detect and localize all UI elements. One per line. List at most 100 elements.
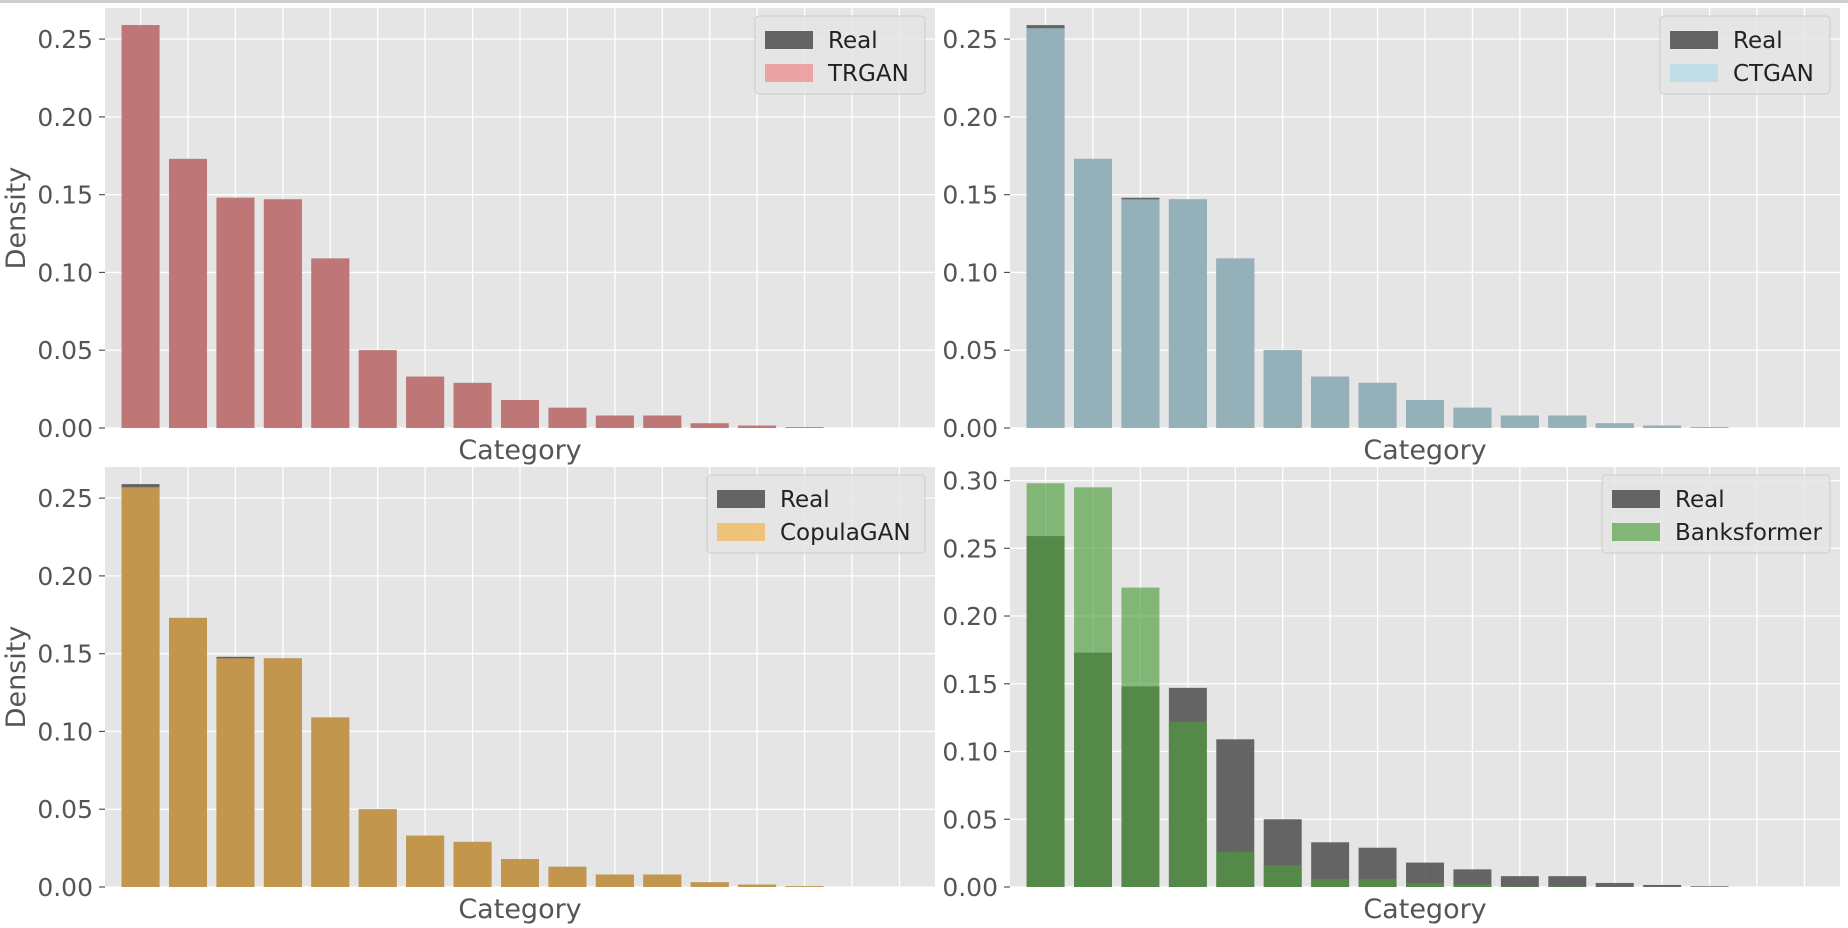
x-axis-label: Category [458, 894, 581, 924]
y-tick-label: 0.10 [942, 738, 998, 767]
y-tick-label: 0.00 [942, 414, 998, 443]
y-tick-label: 0.00 [942, 873, 998, 902]
y-tick-label: 0.20 [37, 562, 93, 591]
panel-4: 0.00 0.05 0.10 0.15 0.20 0.25 0.30 Category Real… [942, 467, 1840, 925]
bar-real-13 [1595, 882, 1634, 887]
bar-real-14 [1643, 884, 1682, 887]
bar-real-11 [1500, 876, 1539, 887]
legend-swatch-trgan [765, 64, 813, 82]
bar-ctgan-12 [1548, 415, 1587, 428]
bar-banksformer-11 [1500, 886, 1539, 887]
bar-ctgan-4 [1168, 199, 1207, 428]
bar-trgan-7 [406, 376, 445, 428]
bar-ctgan-1 [1026, 28, 1065, 428]
bar-real-10 [1453, 869, 1492, 887]
bar-copulagan-11 [595, 874, 634, 887]
bar-banksformer-2 [1074, 487, 1112, 887]
bar-ctgan-7 [1311, 376, 1350, 428]
top-border [0, 0, 1848, 3]
bar-ctgan-2 [1074, 158, 1112, 428]
bar-banksformer-5 [1216, 851, 1255, 887]
legend-label-copulagan: CopulaGAN [780, 520, 911, 546]
legend-label-real: Real [828, 28, 878, 54]
bar-banksformer-1 [1026, 483, 1065, 887]
bar-banksformer-12 [1548, 886, 1587, 887]
bar-copulagan-1 [121, 487, 160, 887]
bar-ctgan-6 [1263, 350, 1302, 428]
bar-ctgan-8 [1358, 382, 1397, 428]
bar-trgan-14 [738, 425, 777, 428]
legend-label-real: Real [1675, 487, 1725, 513]
bar-trgan-15 [785, 427, 824, 428]
x-axis-label: Category [1363, 435, 1486, 466]
bar-ctgan-11 [1500, 415, 1539, 428]
bar-trgan-3 [216, 197, 255, 428]
y-tick-label: 0.20 [942, 602, 998, 631]
bar-banksformer-8 [1358, 878, 1397, 887]
bar-trgan-1 [121, 25, 160, 428]
bar-copulagan-9 [501, 859, 539, 887]
bar-ctgan-13 [1595, 423, 1634, 428]
y-tick-label: 0.20 [37, 103, 93, 132]
x-axis-label: Category [1363, 894, 1486, 924]
legend-swatch-real [1612, 490, 1660, 508]
bar-real-12 [1548, 876, 1587, 887]
bar-trgan-12 [643, 415, 682, 428]
legend-label-banksformer: Banksformer [1675, 520, 1823, 546]
bar-trgan-11 [595, 415, 634, 428]
x-axis-label: Category [458, 435, 581, 466]
bar-copulagan-8 [453, 841, 492, 887]
bar-trgan-9 [501, 400, 539, 428]
legend-label-real: Real [1733, 28, 1783, 54]
bar-copulagan-4 [263, 658, 302, 887]
panel-2: 0.00 0.05 0.10 0.15 0.20 0.25 Category Real CTGA… [942, 8, 1840, 466]
bar-copulagan-15 [785, 886, 824, 887]
bar-ctgan-9 [1406, 400, 1444, 428]
y-tick-label: 0.00 [37, 873, 93, 902]
bar-trgan-13 [690, 423, 729, 428]
bar-trgan-5 [311, 258, 350, 428]
y-tick-label: 0.15 [942, 670, 998, 699]
panel-3: 0.00 0.05 0.10 0.15 0.20 0.25 Category Density R… [1, 467, 935, 925]
bar-copulagan-2 [169, 617, 207, 887]
legend-label-ctgan: CTGAN [1733, 61, 1814, 87]
bar-banksformer-3 [1121, 587, 1160, 887]
y-tick-label: 0.05 [37, 336, 93, 365]
bar-ctgan-5 [1216, 258, 1255, 428]
bar-real-15 [1690, 886, 1729, 887]
bar-banksformer-7 [1311, 878, 1350, 887]
legend-label-real: Real [780, 487, 830, 513]
bar-copulagan-5 [311, 717, 350, 887]
bar-trgan-8 [453, 382, 492, 428]
y-tick-label: 0.25 [942, 25, 998, 54]
y-axis-label: Density [1, 167, 32, 270]
bar-trgan-4 [263, 199, 302, 428]
panel-1: 0.00 0.05 0.10 0.15 0.20 0.25 Category Density R… [1, 8, 935, 466]
legend-label-trgan: TRGAN [827, 61, 909, 87]
bar-copulagan-10 [548, 866, 587, 887]
legend-swatch-real [765, 31, 813, 49]
bar-banksformer-4 [1168, 721, 1207, 887]
legend-swatch-ctgan [1670, 64, 1718, 82]
bar-ctgan-14 [1643, 425, 1682, 428]
y-tick-label: 0.00 [37, 414, 93, 443]
legend-swatch-banksformer [1612, 523, 1660, 541]
bar-banksformer-10 [1453, 884, 1492, 887]
bar-ctgan-3 [1121, 199, 1160, 428]
legend-swatch-copulagan [717, 523, 765, 541]
y-tick-label: 0.10 [37, 258, 93, 287]
bar-copulagan-3 [216, 658, 255, 887]
legend-swatch-real [717, 490, 765, 508]
legend-swatch-real [1670, 31, 1718, 49]
bar-copulagan-6 [358, 809, 397, 887]
bar-ctgan-10 [1453, 407, 1492, 428]
bar-banksformer-9 [1406, 882, 1444, 887]
y-tick-label: 0.15 [37, 640, 93, 669]
bar-copulagan-7 [406, 835, 445, 887]
bar-ctgan-15 [1690, 427, 1729, 428]
bar-trgan-10 [548, 407, 587, 428]
bar-copulagan-13 [690, 882, 729, 887]
y-tick-label: 0.05 [942, 336, 998, 365]
y-tick-label: 0.10 [942, 258, 998, 287]
